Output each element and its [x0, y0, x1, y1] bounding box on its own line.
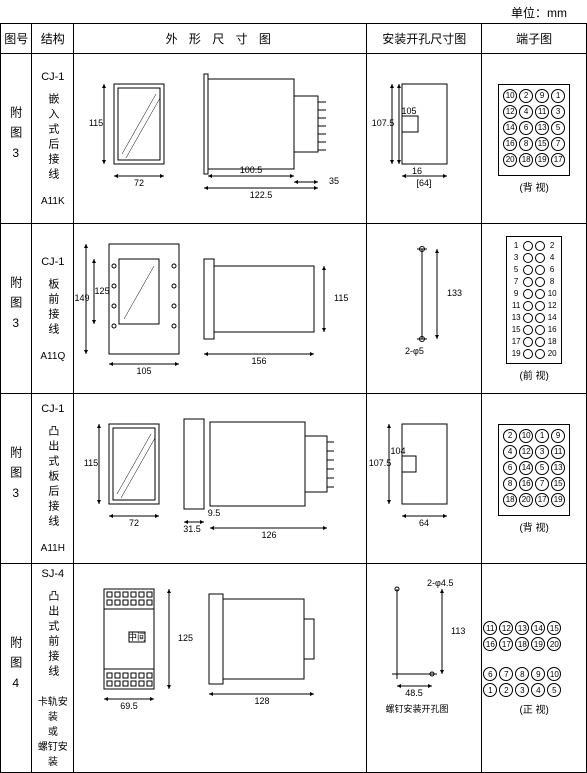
- svg-text:9.5: 9.5: [208, 508, 221, 518]
- unit-label: 单位：mm: [0, 0, 587, 23]
- cell-figno: 附图3: [1, 54, 32, 224]
- cell-mount: 133 2-φ5: [367, 224, 482, 394]
- model-label: SJ-4: [34, 568, 71, 580]
- spec-table: 图号 结构 外 形 尺 寸 图 安装开孔尺寸图 端子图 附图3CJ-1嵌入式后接…: [0, 23, 587, 773]
- cell-term: 2101941231161451381671518201719(背 视): [482, 394, 587, 564]
- cell-struct: CJ-1 凸出式板后接线 A11H: [32, 394, 74, 564]
- code-label: 卡轨安装 或 螺钉安装: [34, 693, 71, 768]
- cell-figno: 附图3: [1, 394, 32, 564]
- hdr-outline: 外 形 尺 寸 图: [74, 24, 367, 54]
- table-row: 附图3CJ-1嵌入式后接线A11K11572100.5122.535107.51…: [1, 54, 587, 224]
- svg-text:[64]: [64]: [417, 178, 432, 188]
- svg-text:107.5: 107.5: [369, 458, 392, 468]
- svg-text:107.5: 107.5: [372, 118, 395, 128]
- model-label: CJ-1: [34, 71, 71, 83]
- svg-text:122.5: 122.5: [250, 190, 273, 200]
- svg-text:16: 16: [412, 166, 422, 176]
- code-label: A11Q: [34, 351, 71, 362]
- cell-mount: 107.5 104 64: [367, 394, 482, 564]
- term-caption: (前 视): [482, 367, 586, 382]
- struct-text: 凸出式板后接线: [45, 425, 61, 530]
- cell-mount: 107.5 105 [64] 16: [367, 54, 482, 224]
- cell-outline: 115 72 31.5 9.5 126: [74, 394, 367, 564]
- svg-text:149: 149: [75, 293, 90, 303]
- svg-text:72: 72: [129, 518, 139, 528]
- cell-outline: 中间 69.5 125 128: [74, 564, 367, 773]
- struct-text: 板前接线: [45, 278, 61, 338]
- svg-text:105: 105: [402, 106, 417, 116]
- svg-text:104: 104: [391, 446, 406, 456]
- model-label: CJ-1: [34, 256, 71, 268]
- svg-text:48.5: 48.5: [405, 688, 423, 698]
- struct-text: 凸出式前接线: [45, 590, 61, 680]
- svg-text:115: 115: [89, 118, 103, 128]
- svg-text:126: 126: [262, 530, 277, 540]
- cell-struct: CJ-1 嵌入式后接线 A11K: [32, 54, 74, 224]
- code-label: A11H: [34, 543, 71, 554]
- svg-text:156: 156: [252, 356, 267, 366]
- cell-outline: 115 72 100.5 122.5 35: [74, 54, 367, 224]
- table-row: 附图3CJ-1 板前接线 A11Q 125 149 105 156 115 133 2-φ5 123…: [1, 224, 587, 394]
- svg-text:31.5: 31.5: [183, 524, 201, 534]
- cell-term: 1234567891011121314151617181920(前 视): [482, 224, 587, 394]
- cell-figno: 附图4: [1, 564, 32, 773]
- hdr-term: 端子图: [482, 24, 587, 54]
- svg-text:2-φ4.5: 2-φ4.5: [427, 578, 453, 588]
- hdr-struct: 结构: [32, 24, 74, 54]
- svg-text:螺钉安装开孔图: 螺钉安装开孔图: [386, 703, 449, 714]
- svg-text:2-φ5: 2-φ5: [405, 346, 424, 356]
- svg-text:69.5: 69.5: [120, 701, 138, 711]
- term-caption: (背 视): [482, 519, 586, 534]
- table-row: 附图3CJ-1凸出式板后接线A11H1157231.59.5126107.510…: [1, 394, 587, 564]
- cell-struct: CJ-1 板前接线 A11Q: [32, 224, 74, 394]
- svg-text:中间: 中间: [128, 631, 146, 642]
- svg-text:72: 72: [134, 178, 144, 188]
- svg-text:113: 113: [451, 626, 465, 636]
- cell-outline: 125 149 105 156 115: [74, 224, 367, 394]
- svg-text:133: 133: [447, 288, 462, 298]
- term-caption: (正 视): [482, 701, 586, 716]
- term-caption: (背 视): [482, 179, 586, 194]
- hdr-figno: 图号: [1, 24, 32, 54]
- svg-text:35: 35: [329, 176, 339, 186]
- svg-text:64: 64: [419, 518, 429, 528]
- model-label: CJ-1: [34, 403, 71, 415]
- svg-text:100.5: 100.5: [240, 165, 263, 175]
- svg-text:115: 115: [334, 293, 348, 303]
- table-row: 附图4SJ-4 凸出式前接线卡轨安装 或 螺钉安装 中间 69.5 125 128 2-φ4…: [1, 564, 587, 773]
- cell-figno: 附图3: [1, 224, 32, 394]
- svg-text:125: 125: [95, 286, 110, 296]
- hdr-mount: 安装开孔尺寸图: [367, 24, 482, 54]
- cell-mount: 2-φ4.5 113 48.5 螺钉安装开孔图: [367, 564, 482, 773]
- struct-text: 嵌入式后接线: [45, 93, 61, 183]
- cell-term: 1029112411314613516815720181917(背 视): [482, 54, 587, 224]
- svg-text:115: 115: [84, 458, 98, 468]
- svg-text:128: 128: [255, 696, 270, 706]
- svg-text:125: 125: [178, 633, 193, 643]
- cell-struct: SJ-4 凸出式前接线卡轨安装 或 螺钉安装: [32, 564, 74, 773]
- svg-text:105: 105: [137, 366, 152, 376]
- code-label: A11K: [34, 196, 71, 207]
- cell-term: 1112131415161718192067891012345(正 视): [482, 564, 587, 773]
